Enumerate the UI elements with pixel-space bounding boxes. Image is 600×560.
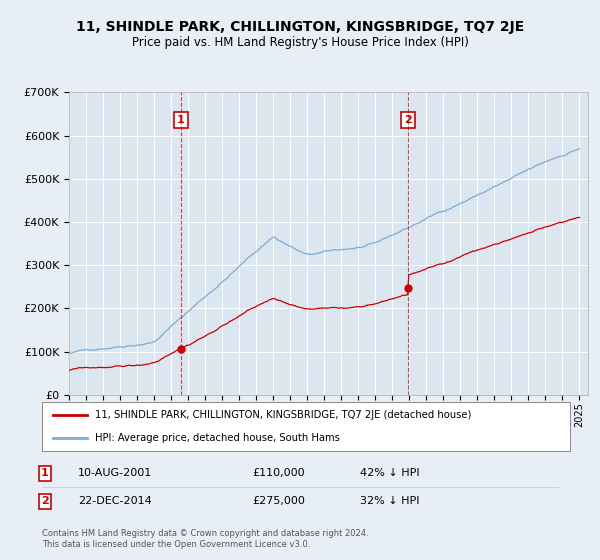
Text: Price paid vs. HM Land Registry's House Price Index (HPI): Price paid vs. HM Land Registry's House … [131, 36, 469, 49]
Text: 22-DEC-2014: 22-DEC-2014 [78, 496, 152, 506]
Text: 1: 1 [177, 115, 185, 125]
Text: HPI: Average price, detached house, South Hams: HPI: Average price, detached house, Sout… [95, 433, 340, 444]
Text: 1: 1 [41, 468, 49, 478]
Text: £275,000: £275,000 [252, 496, 305, 506]
Text: £110,000: £110,000 [252, 468, 305, 478]
Text: 11, SHINDLE PARK, CHILLINGTON, KINGSBRIDGE, TQ7 2JE (detached house): 11, SHINDLE PARK, CHILLINGTON, KINGSBRID… [95, 410, 471, 421]
Text: 11, SHINDLE PARK, CHILLINGTON, KINGSBRIDGE, TQ7 2JE: 11, SHINDLE PARK, CHILLINGTON, KINGSBRID… [76, 20, 524, 34]
Text: 2: 2 [404, 115, 412, 125]
Text: 32% ↓ HPI: 32% ↓ HPI [360, 496, 419, 506]
Text: 2: 2 [41, 496, 49, 506]
Text: 10-AUG-2001: 10-AUG-2001 [78, 468, 152, 478]
Text: 42% ↓ HPI: 42% ↓ HPI [360, 468, 419, 478]
Text: Contains HM Land Registry data © Crown copyright and database right 2024.
This d: Contains HM Land Registry data © Crown c… [42, 529, 368, 549]
